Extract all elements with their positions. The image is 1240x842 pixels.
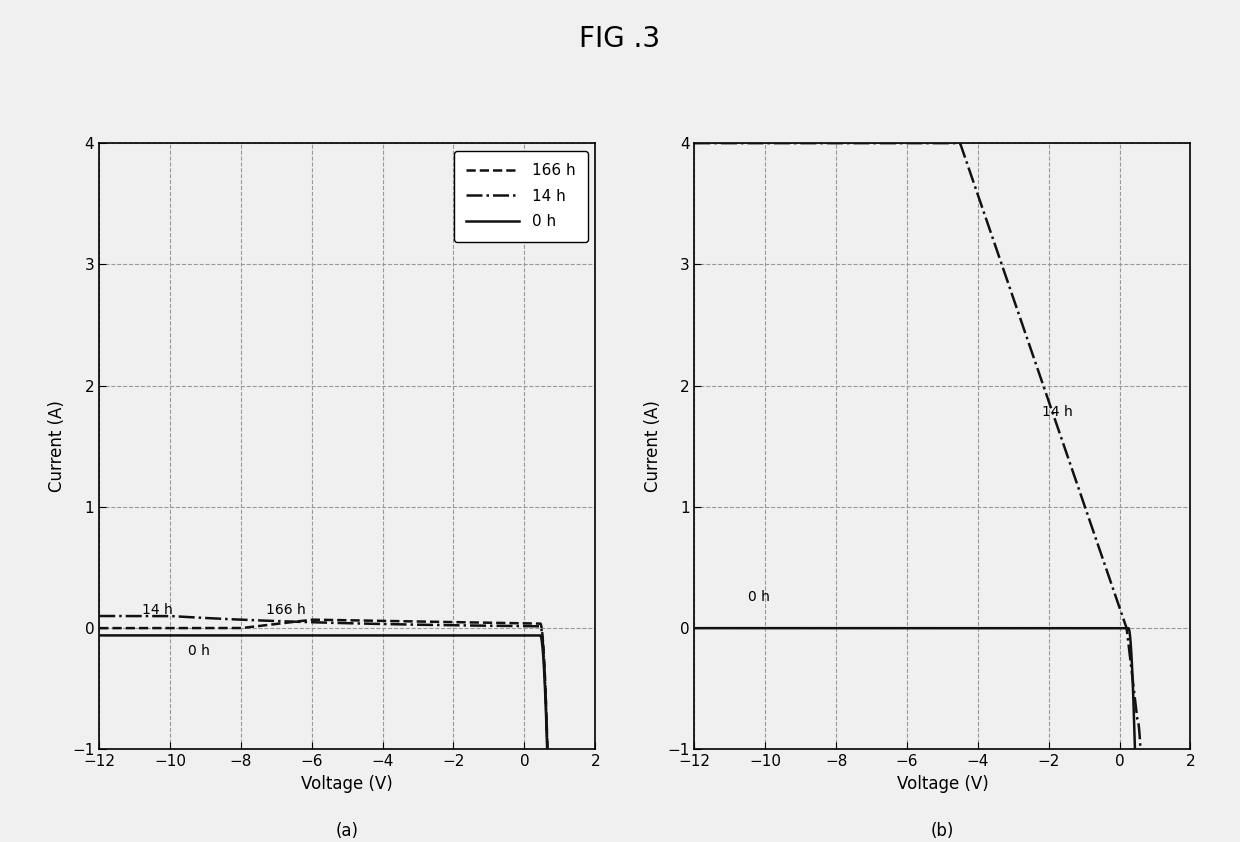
Text: 166 h: 166 h [265,603,305,616]
Text: 0 h: 0 h [748,590,769,605]
Legend: 166 h, 14 h, 0 h: 166 h, 14 h, 0 h [454,151,588,242]
Y-axis label: Current (A): Current (A) [48,400,67,493]
Text: 14 h: 14 h [141,603,172,616]
X-axis label: Voltage (V): Voltage (V) [897,775,988,793]
Text: FIG .3: FIG .3 [579,25,661,53]
X-axis label: Voltage (V): Voltage (V) [301,775,393,793]
Text: (b): (b) [931,822,954,840]
Text: (a): (a) [336,822,358,840]
Y-axis label: Current (A): Current (A) [644,400,662,493]
Text: 0 h: 0 h [187,644,210,658]
Text: 14 h: 14 h [1042,405,1073,419]
